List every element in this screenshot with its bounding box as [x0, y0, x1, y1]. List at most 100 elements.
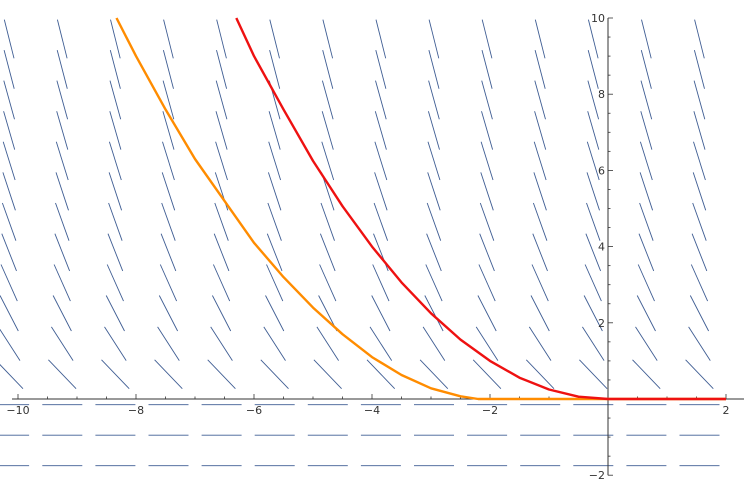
- slope-segment: [582, 326, 605, 361]
- slope-segment: [56, 80, 69, 120]
- slope-segment: [2, 141, 16, 181]
- slope-segment: [162, 141, 175, 181]
- slope-segment: [107, 233, 124, 272]
- slope-segment: [214, 202, 229, 241]
- slope-segment: [426, 202, 442, 241]
- slope-segment: [481, 19, 493, 59]
- slope-segment: [480, 172, 494, 211]
- slope-segment: [266, 264, 284, 302]
- slope-segment: [525, 359, 555, 390]
- slope-segment: [586, 172, 600, 211]
- slope-segment: [534, 49, 546, 89]
- slope-segment: [110, 19, 121, 59]
- slope-segment: [693, 111, 706, 150]
- slope-segment: [478, 264, 496, 302]
- slope-segment: [215, 141, 228, 181]
- solution-curves: [115, 17, 726, 401]
- slope-segment: [266, 233, 283, 272]
- slope-segment: [212, 295, 232, 332]
- slope-segment: [263, 326, 286, 361]
- solution-curve-2: [235, 17, 726, 401]
- x-tick-label: 2: [723, 404, 730, 417]
- slope-segment: [427, 141, 441, 181]
- slope-segment: [425, 264, 443, 302]
- slope-segment: [55, 172, 69, 211]
- slope-segment: [692, 202, 707, 241]
- slope-segment: [690, 264, 709, 302]
- y-tick-label: 10: [591, 12, 605, 25]
- slope-segment: [160, 233, 177, 272]
- slope-segment: [637, 264, 655, 302]
- slope-segment: [693, 141, 706, 181]
- slope-segment: [640, 49, 652, 89]
- slope-segment: [321, 111, 334, 150]
- slope-segment: [109, 49, 121, 89]
- slope-segment: [374, 141, 388, 181]
- slope-segment: [55, 202, 70, 241]
- slope-segment: [213, 233, 230, 272]
- slope-segment: [108, 172, 123, 211]
- slope-segment: [428, 80, 440, 120]
- y-tick-label: 6: [598, 164, 605, 177]
- slope-segment: [0, 295, 19, 332]
- slope-segment: [374, 111, 387, 150]
- slope-segment: [55, 141, 69, 181]
- slope-segment: [265, 295, 285, 332]
- slope-segment: [3, 80, 15, 120]
- x-tick-label: −6: [246, 404, 262, 417]
- slope-segment: [530, 295, 550, 332]
- slope-segment: [481, 49, 493, 89]
- slope-segment: [373, 202, 389, 241]
- slope-segment: [583, 295, 603, 332]
- slope-segment: [162, 49, 174, 89]
- slope-segment: [108, 202, 123, 241]
- slope-segment: [109, 80, 122, 120]
- slope-segment: [269, 49, 281, 89]
- slope-segment: [216, 19, 227, 59]
- slope-segment: [639, 141, 653, 181]
- slope-segment: [101, 359, 130, 390]
- slope-segment: [640, 111, 653, 150]
- slope-field: [0, 19, 720, 467]
- slope-segment: [532, 233, 548, 272]
- slope-segment: [587, 111, 600, 150]
- slope-segment: [375, 19, 387, 59]
- slope-segment: [106, 264, 124, 302]
- slope-segment: [56, 19, 68, 59]
- slope-segment: [477, 295, 497, 332]
- slope-segment: [587, 19, 599, 59]
- slope-segment: [533, 172, 547, 211]
- slope-segment: [481, 80, 493, 120]
- slope-segment: [163, 19, 174, 59]
- slope-segment: [638, 233, 655, 272]
- slope-segment: [157, 326, 180, 361]
- slope-segment: [104, 326, 127, 361]
- x-tick-label: −2: [482, 404, 498, 417]
- slope-segment: [56, 49, 68, 89]
- slope-segment: [428, 19, 440, 59]
- slope-segment: [479, 202, 495, 241]
- slope-segment: [427, 111, 440, 150]
- slope-segment: [639, 202, 654, 241]
- slope-segment: [480, 141, 494, 181]
- slope-segment: [159, 264, 178, 302]
- slope-segment: [472, 359, 502, 390]
- slope-segment: [53, 264, 71, 302]
- solution-curve-1: [115, 17, 726, 401]
- slope-segment: [161, 172, 176, 211]
- slope-segment: [316, 326, 339, 361]
- slope-segment: [162, 111, 175, 150]
- slope-segment: [426, 233, 442, 272]
- slope-segment: [534, 80, 546, 120]
- slope-segment: [534, 111, 547, 150]
- slope-segment: [268, 141, 282, 181]
- slope-segment: [587, 80, 600, 120]
- x-tick-label: −4: [364, 404, 380, 417]
- slope-segment: [161, 202, 176, 241]
- slope-segment: [481, 111, 494, 150]
- slope-segment: [3, 19, 15, 59]
- slope-segment: [692, 172, 707, 211]
- slope-segment: [375, 49, 387, 89]
- slope-segment: [52, 295, 72, 332]
